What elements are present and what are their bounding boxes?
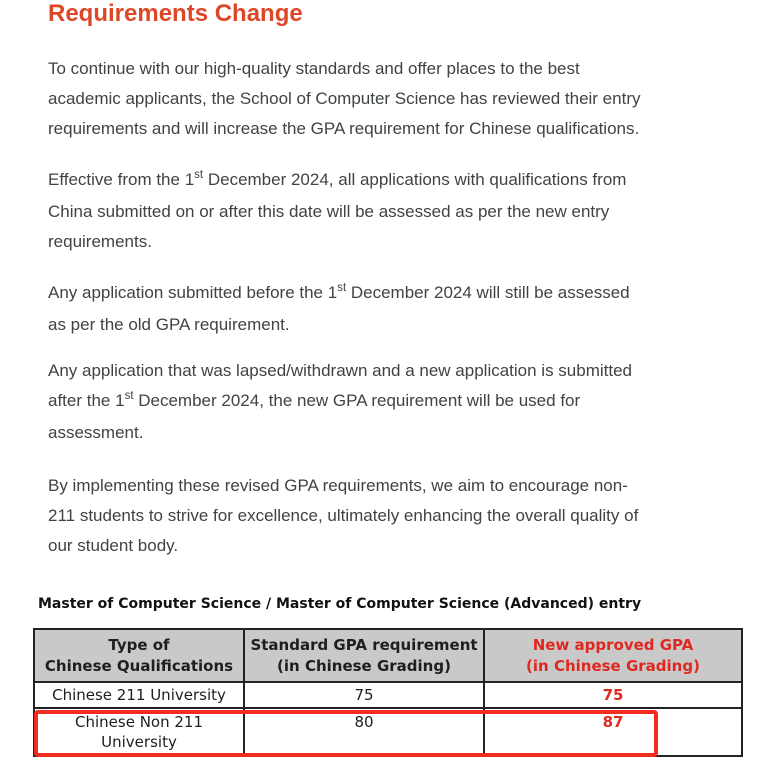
table-caption: Master of Computer Science / Master of C… bbox=[38, 596, 642, 612]
text-segment: By implementing these revised GPA requir… bbox=[48, 476, 628, 495]
table-header-cell: New approved GPA (in Chinese Grading) bbox=[483, 628, 743, 683]
cell-line: 75 bbox=[354, 685, 374, 704]
text-segment: To continue with our high-quality standa… bbox=[48, 59, 580, 78]
text-line: after the 1st December 2024, the new GPA… bbox=[48, 386, 632, 418]
header-line: (in Chinese Grading) bbox=[277, 656, 451, 675]
text-line: Any application submitted before the 1st… bbox=[48, 278, 630, 310]
body-paragraph: Any application that was lapsed/withdraw… bbox=[48, 356, 632, 448]
table-cell: 75 bbox=[483, 681, 743, 709]
body-paragraph: Effective from the 1st December 2024, al… bbox=[48, 165, 626, 257]
cell-line: Chinese Non 211 bbox=[75, 713, 203, 731]
text-segment: December 2024, the new GPA requirement w… bbox=[133, 391, 581, 410]
text-line: requirements and will increase the GPA r… bbox=[48, 114, 640, 144]
text-line: 211 students to strive for excellence, u… bbox=[48, 501, 638, 531]
text-segment: as per the old GPA requirement. bbox=[48, 315, 290, 334]
cell-line: 75 bbox=[602, 685, 624, 704]
superscript: st bbox=[124, 390, 134, 402]
table-header-row: Type of Chinese Qualifications Standard GP… bbox=[33, 628, 743, 683]
body-paragraph: Any application submitted before the 1st… bbox=[48, 278, 630, 340]
text-segment: Effective from the 1 bbox=[48, 170, 195, 189]
cell-line: University bbox=[101, 733, 177, 751]
table-cell: Chinese Non 211 University bbox=[33, 707, 245, 757]
header-line: Chinese Qualifications bbox=[44, 656, 234, 675]
text-segment: requirements. bbox=[48, 232, 152, 251]
table-cell: 87 bbox=[483, 707, 743, 757]
gpa-requirements-table: Type of Chinese Qualifications Standard GP… bbox=[33, 628, 743, 757]
header-line: (in Chinese Grading) bbox=[526, 656, 700, 675]
superscript: st bbox=[194, 169, 204, 181]
table-header-cell: Standard GPA requirement (in Chinese Grad… bbox=[243, 628, 485, 683]
table-cell: Chinese 211 University bbox=[33, 681, 245, 709]
text-line: Any application that was lapsed/withdraw… bbox=[48, 356, 632, 386]
text-line: academic applicants, the School of Compu… bbox=[48, 84, 640, 114]
body-paragraph: To continue with our high-quality standa… bbox=[48, 54, 640, 144]
table-header-cell: Type of Chinese Qualifications bbox=[33, 628, 245, 683]
table-row: Chinese Non 211 University 80 87 bbox=[33, 707, 743, 757]
text-segment: China submitted on or after this date wi… bbox=[48, 202, 610, 221]
text-segment: academic applicants, the School of Compu… bbox=[48, 89, 641, 108]
body-paragraph: By implementing these revised GPA requir… bbox=[48, 471, 638, 561]
text-line: our student body. bbox=[48, 531, 638, 561]
text-line: China submitted on or after this date wi… bbox=[48, 197, 626, 227]
text-segment: our student body. bbox=[48, 536, 179, 555]
table-row: Chinese 211 University 75 75 bbox=[33, 681, 743, 709]
text-segment: December 2024, all applications with qua… bbox=[203, 170, 627, 189]
text-segment: Any application that was lapsed/withdraw… bbox=[48, 361, 633, 380]
text-segment: after the 1 bbox=[48, 391, 125, 410]
text-line: requirements. bbox=[48, 227, 626, 257]
header-line: New approved GPA bbox=[532, 635, 694, 654]
text-segment: 211 students to strive for excellence, u… bbox=[48, 506, 639, 525]
cell-line: 87 bbox=[602, 713, 624, 731]
cell-line: Chinese 211 University bbox=[52, 685, 226, 704]
text-line: as per the old GPA requirement. bbox=[48, 310, 630, 340]
table-cell: 75 bbox=[243, 681, 485, 709]
cell-line: 80 bbox=[354, 713, 374, 731]
superscript: st bbox=[337, 282, 347, 294]
text-segment: Any application submitted before the 1 bbox=[48, 283, 338, 302]
text-segment: assessment. bbox=[48, 423, 144, 442]
text-line: assessment. bbox=[48, 418, 632, 448]
page-title: Requirements Change bbox=[48, 0, 303, 27]
text-line: By implementing these revised GPA requir… bbox=[48, 471, 638, 501]
text-line: Effective from the 1st December 2024, al… bbox=[48, 165, 626, 197]
table-cell: 80 bbox=[243, 707, 485, 757]
header-line: Standard GPA requirement bbox=[250, 635, 478, 654]
text-line: To continue with our high-quality standa… bbox=[48, 54, 640, 84]
header-line: Type of bbox=[108, 635, 170, 654]
text-segment: requirements and will increase the GPA r… bbox=[48, 119, 640, 138]
text-segment: December 2024 will still be assessed bbox=[346, 283, 630, 302]
